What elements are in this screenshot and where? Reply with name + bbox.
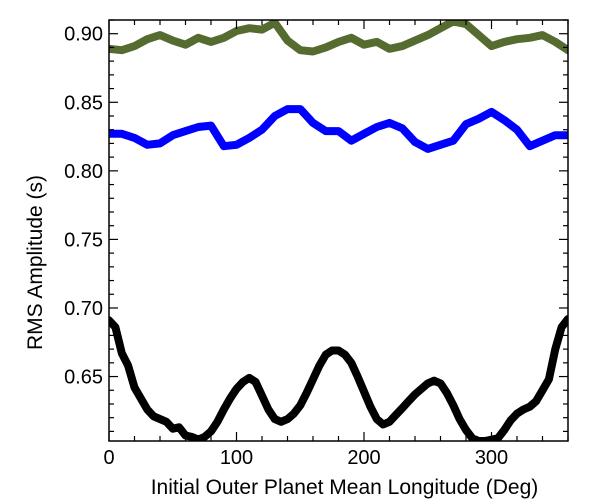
y-tick-label: 0.65 <box>64 367 103 389</box>
ticks-layer <box>108 19 569 441</box>
y-tick-label: 0.70 <box>64 298 103 320</box>
y-tick-label: 0.85 <box>64 92 103 114</box>
series-line-green <box>109 20 568 56</box>
series-layer <box>109 20 568 441</box>
x-tick-label: 0 <box>103 447 114 469</box>
x-axis-title: Initial Outer Planet Mean Longitude (Deg… <box>151 476 539 499</box>
series-line-blue <box>109 105 568 153</box>
y-tick-label: 0.90 <box>64 24 103 46</box>
x-tick-label: 300 <box>475 447 508 469</box>
y-tick-label: 0.75 <box>64 229 103 251</box>
plot-frame <box>108 19 569 442</box>
y-axis-title: RMS Amplitude (s) <box>24 175 47 350</box>
x-tick-label: 100 <box>220 447 253 469</box>
series-line-black <box>109 315 568 441</box>
tick-labels: 0 100 200 300 0.65 0.70 0.75 0.80 0.85 0.90 <box>64 24 508 469</box>
y-tick-label: 0.80 <box>64 161 103 183</box>
x-tick-label: 200 <box>347 447 380 469</box>
